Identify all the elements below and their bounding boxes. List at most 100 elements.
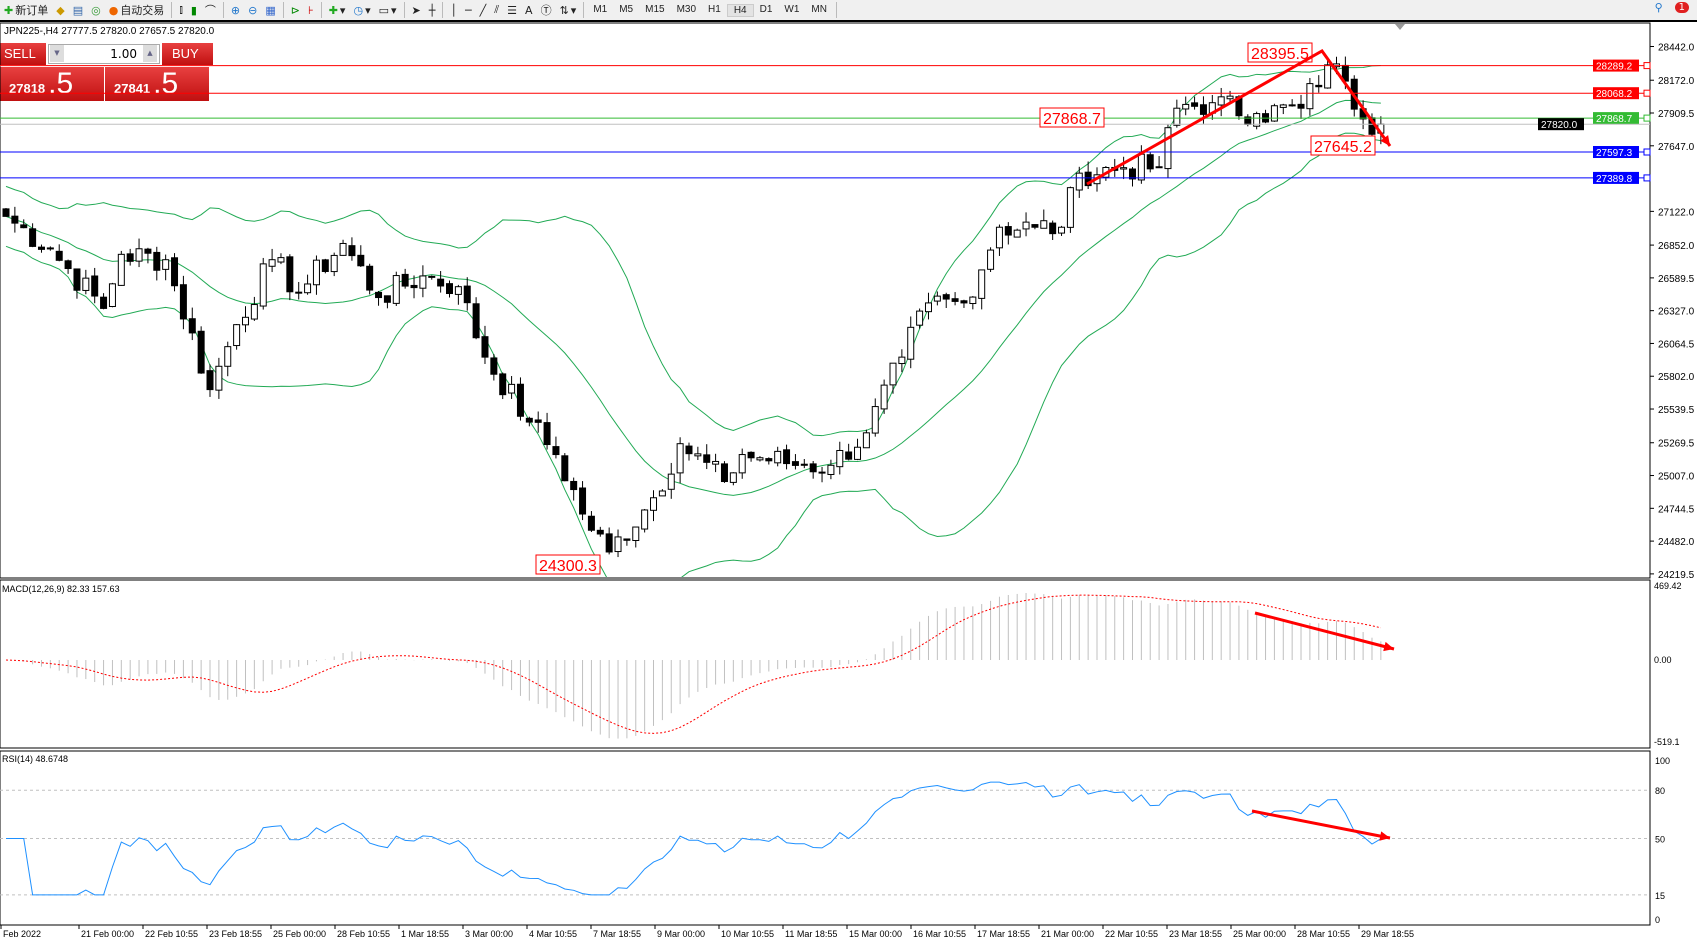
- new-order-button[interactable]: ✚ 新订单: [4, 3, 49, 18]
- candle-body: [818, 471, 826, 474]
- candle-body: [1341, 64, 1349, 82]
- channel-button[interactable]: ⫽: [490, 0, 503, 20]
- trendline-button[interactable]: ╱: [476, 0, 491, 20]
- candle-body: [579, 487, 587, 515]
- price-annotation-box: [1247, 42, 1313, 63]
- horizontal-line-button[interactable]: ─: [461, 0, 476, 20]
- autoscroll-button[interactable]: ⊳: [287, 0, 304, 20]
- templates-button[interactable]: ▭ ▾: [378, 3, 397, 17]
- cursor-button[interactable]: ➤: [408, 0, 425, 20]
- buy-button[interactable]: BUY: [162, 43, 213, 65]
- notifications-badge[interactable]: 1: [1674, 2, 1689, 13]
- timeframe-w1[interactable]: W1: [784, 3, 800, 15]
- periods-button[interactable]: ◷ ▾: [353, 3, 371, 17]
- candle-body: [108, 283, 116, 308]
- candle-body: [241, 316, 249, 326]
- price-tick-label: 25802.0: [1658, 372, 1695, 383]
- candle-body: [233, 324, 241, 347]
- candle-body: [916, 310, 924, 326]
- chart-shift-button[interactable]: ⊦: [304, 0, 318, 20]
- candle-chart-button[interactable]: ▮: [187, 0, 201, 20]
- zoom-out-button[interactable]: ⊖: [244, 0, 261, 20]
- price-tick-label: 25539.5: [1658, 405, 1695, 416]
- timeframe-d1[interactable]: D1: [759, 3, 773, 15]
- auto-trade-button[interactable]: ● 自动交易: [108, 3, 165, 18]
- timeframe-h1[interactable]: H1: [708, 3, 721, 15]
- level-price-label: 28289.2: [1596, 62, 1633, 73]
- timeframe-mn[interactable]: MN: [811, 3, 827, 15]
- strategy-tester-button[interactable]: ◆: [52, 0, 68, 20]
- candle-body: [1058, 226, 1066, 234]
- candle-body: [836, 449, 844, 468]
- candle-body: [29, 228, 37, 247]
- search-icon[interactable]: ⚲: [1654, 1, 1663, 14]
- timeframe-m1[interactable]: M1: [593, 3, 608, 15]
- sell-price-button[interactable]: 27818.5: [0, 67, 104, 101]
- timeframe-h4[interactable]: H4: [726, 3, 754, 17]
- lot-increase-button[interactable]: ▲: [143, 45, 157, 62]
- candle-body: [144, 248, 152, 254]
- candle-body: [1279, 104, 1287, 108]
- timeframe-m5[interactable]: M5: [619, 3, 634, 15]
- candle-body: [1333, 63, 1340, 68]
- time-tick-label: 28 Mar 10:55: [1297, 929, 1350, 939]
- rsi-line: [6, 781, 1382, 896]
- zoom-in-button[interactable]: ⊕: [227, 0, 244, 20]
- indicators-button[interactable]: ✚ ▾: [328, 3, 346, 17]
- crosshair-button[interactable]: ┼: [425, 0, 440, 20]
- horizontal-line-icon: ─: [465, 3, 472, 17]
- candle-body: [1137, 153, 1145, 181]
- timeframe-m15[interactable]: M15: [645, 3, 665, 15]
- candle-body: [304, 283, 312, 294]
- fibonacci-button[interactable]: ☰: [503, 0, 521, 20]
- sell-button[interactable]: SELL: [0, 43, 46, 65]
- level-price-tag: [1593, 146, 1639, 159]
- separator: [171, 2, 173, 18]
- price-tick-label: 24219.5: [1658, 570, 1695, 581]
- terminal-icon: ▤: [72, 3, 84, 17]
- candle-body: [1297, 103, 1305, 109]
- time-tick-label: 7 Mar 18:55: [593, 929, 641, 939]
- time-tick-label: 16 Mar 10:55: [913, 929, 966, 939]
- tile-windows-button[interactable]: ▦: [261, 0, 279, 20]
- lot-decrease-button[interactable]: ▼: [50, 45, 64, 62]
- candle-body: [933, 295, 941, 302]
- candle-body: [135, 248, 143, 262]
- vertical-line-button[interactable]: │: [446, 0, 461, 20]
- separator: [222, 2, 224, 18]
- candle-body: [969, 296, 977, 305]
- separator: [442, 2, 444, 18]
- text-icon: A: [525, 3, 533, 17]
- candle-body: [1253, 113, 1261, 127]
- text-label-button[interactable]: Ⓣ: [537, 0, 556, 20]
- sell-price-pips: .5: [48, 67, 74, 100]
- candle-body: [1208, 102, 1216, 114]
- candle-body: [153, 251, 161, 271]
- level-price-label: 28068.2: [1596, 89, 1633, 100]
- buy-price-button[interactable]: 27841.5: [105, 67, 209, 101]
- price-annotation-box: [535, 554, 601, 575]
- indicators-icon: ✚: [328, 3, 338, 17]
- time-tick-label: 3 Mar 00:00: [465, 929, 513, 939]
- arrows-button[interactable]: ⇅ ▾: [559, 3, 577, 17]
- timeframe-m30[interactable]: M30: [676, 3, 697, 15]
- line-chart-button[interactable]: ⌒: [201, 0, 220, 20]
- signals-icon: ◎: [91, 3, 101, 17]
- level-price-tag: [1593, 87, 1639, 100]
- candle-body: [1102, 166, 1110, 178]
- level-handle: [1643, 174, 1651, 182]
- candle-body: [1155, 166, 1163, 169]
- candle-body: [525, 417, 533, 423]
- candle-body: [188, 318, 196, 334]
- candle-body: [756, 457, 764, 461]
- candle-body: [1199, 104, 1207, 115]
- candle-body: [1013, 229, 1021, 238]
- text-button[interactable]: A: [521, 0, 537, 20]
- signals-button[interactable]: ◎: [87, 0, 105, 20]
- price-plot: [2, 56, 1385, 577]
- candle-body: [951, 298, 959, 302]
- new-order-icon: ✚: [4, 3, 14, 17]
- bar-chart-button[interactable]: ⫾: [175, 0, 187, 20]
- terminal-button[interactable]: ▤: [69, 0, 87, 20]
